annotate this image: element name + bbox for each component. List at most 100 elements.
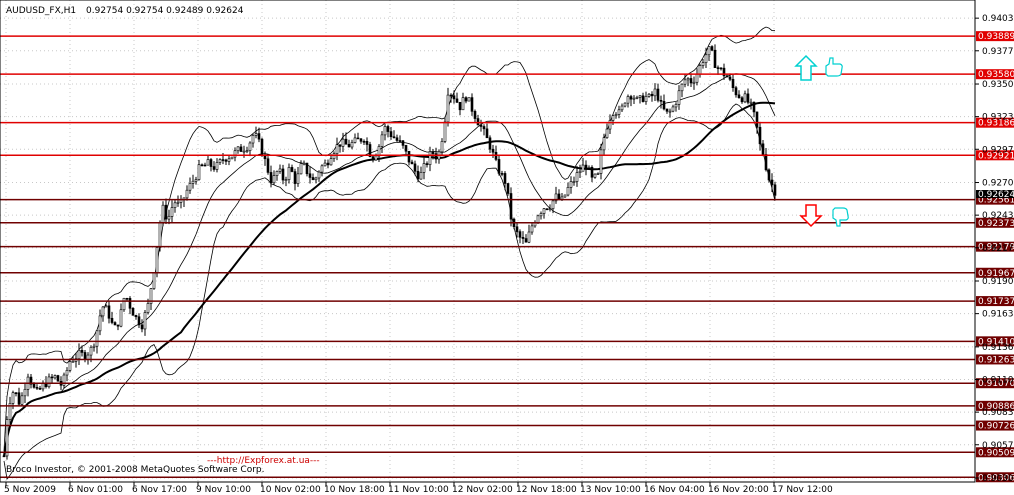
level-label: 0.91410 — [978, 337, 1014, 347]
candle-body — [671, 106, 675, 112]
x-tick-label: 10 Nov 02:00 — [260, 485, 321, 495]
candle-body — [635, 97, 639, 99]
candle-body — [365, 141, 369, 145]
level-label: 0.92373 — [978, 219, 1014, 229]
candle-body — [476, 118, 480, 126]
candle-body — [425, 163, 429, 165]
candle-body — [398, 140, 402, 142]
candle-body — [605, 128, 609, 138]
arrow-down-icon[interactable] — [799, 204, 823, 228]
candle-body — [92, 345, 96, 348]
candle-body — [599, 149, 603, 174]
y-tick-label: 0.90835 — [982, 408, 1014, 418]
candle-body — [233, 150, 237, 158]
candle-body — [743, 93, 747, 103]
candle-body — [446, 94, 450, 123]
candle-body — [644, 96, 648, 102]
candle-body — [311, 177, 315, 181]
candle-body — [353, 137, 357, 143]
ohlc-quote: 0.92754 0.92754 0.92489 0.92624 — [86, 6, 244, 16]
candle-body — [281, 168, 285, 181]
level-label: 0.90726 — [978, 422, 1014, 432]
candle-body — [686, 78, 690, 81]
candle-body — [224, 159, 228, 162]
candle-body — [674, 104, 678, 108]
candle-body — [380, 134, 384, 147]
x-tick-label: 16 Nov 04:00 — [644, 485, 705, 495]
candle-body — [758, 126, 762, 145]
candle-body — [593, 173, 597, 178]
candle-body — [500, 173, 504, 175]
candle-body — [518, 231, 522, 238]
candle-body — [656, 88, 660, 101]
candle-body — [407, 150, 411, 163]
candle-body — [731, 79, 735, 89]
candle-body — [104, 305, 108, 308]
support-resistance-levels: 0.93889 0.93580 0.93186 0.92921 0.92561 0.923… — [0, 31, 1014, 483]
candle-body — [713, 49, 717, 68]
candle-body — [413, 163, 417, 172]
candle-body — [2, 455, 6, 458]
candle-body — [221, 159, 225, 161]
arrow-up-icon[interactable] — [794, 54, 818, 81]
candle-body — [602, 137, 606, 151]
candle-body — [680, 83, 684, 92]
y-tick-label: 0.92435 — [982, 211, 1014, 221]
candle-body — [641, 95, 645, 102]
candle-body — [701, 62, 705, 66]
candle-body — [362, 141, 366, 143]
x-tick-label: 5 Nov 2009 — [4, 485, 56, 495]
candle-body — [560, 196, 564, 200]
candle-body — [269, 172, 273, 184]
candle-body — [662, 101, 666, 110]
candle-body — [578, 170, 582, 173]
candle-body — [122, 298, 126, 311]
candle-body — [302, 162, 306, 165]
candle-body — [248, 142, 252, 151]
candle-body — [695, 74, 699, 83]
candle-body — [50, 376, 54, 379]
candle-body — [569, 181, 573, 188]
candle-body — [716, 67, 720, 69]
x-tick-label: 6 Nov 01:00 — [68, 485, 123, 495]
candle-body — [383, 126, 387, 136]
candle-body — [761, 143, 765, 155]
current-price-marker — [976, 190, 1014, 198]
candle-body — [452, 95, 456, 100]
candle-body — [614, 114, 618, 116]
candle-body — [287, 167, 291, 180]
candle-body — [752, 101, 756, 113]
candle-body — [251, 135, 255, 144]
candle-body — [737, 94, 741, 99]
candle-body — [236, 146, 240, 152]
candle-body — [404, 145, 408, 152]
footer-link[interactable]: ---http://Expforex.at.ua--- — [207, 456, 320, 466]
candle-body — [272, 175, 276, 184]
candle-body — [443, 121, 447, 142]
candle-body — [296, 173, 300, 184]
candle-body — [491, 148, 495, 153]
candle-body — [749, 101, 753, 104]
candle-body — [140, 324, 144, 330]
candle-body — [38, 387, 42, 390]
candle-body — [692, 81, 696, 84]
level-tag — [976, 241, 1014, 252]
candle-body — [563, 194, 567, 198]
level-tag — [976, 150, 1014, 161]
candle-body — [527, 231, 531, 243]
candle-body — [128, 298, 132, 309]
candle-body — [203, 164, 207, 167]
candle-body — [335, 144, 339, 154]
candle-body — [77, 349, 81, 359]
candle-body — [83, 352, 87, 360]
candle-body — [659, 99, 663, 102]
candle-body — [245, 150, 249, 152]
candle-body — [395, 137, 399, 141]
candle-body — [29, 376, 33, 385]
candle-body — [566, 187, 570, 196]
candle-body — [653, 88, 657, 97]
